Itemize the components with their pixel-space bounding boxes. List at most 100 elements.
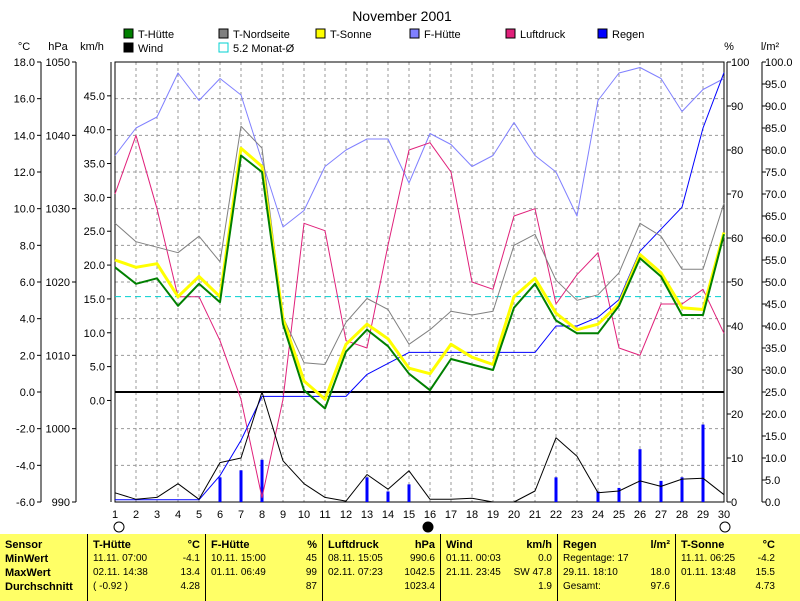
wind-avg: 1.9 [538, 581, 552, 592]
tick-label-temp: 2.0 [20, 350, 35, 362]
regen-total: 97.6 [650, 581, 670, 592]
legend-label: F-Hütte [424, 29, 461, 41]
tick-label-rain: 65.0 [765, 211, 786, 223]
statistics-table: Sensor MinWert MaxWert Durchschnitt T-Hü… [0, 534, 800, 601]
rain-bar [659, 480, 663, 502]
rain-bar [596, 491, 600, 502]
tick-label-percent: 30 [731, 365, 743, 377]
moon-phase-full-icon [113, 521, 125, 533]
tick-label-rain: 70.0 [765, 189, 786, 201]
luftdruck-unit: hPa [414, 539, 435, 551]
tick-label-rain: 80.0 [765, 145, 786, 157]
f-huette-max-time: 01.11. 06:49 [211, 567, 266, 578]
tick-label-day: 6 [217, 509, 223, 521]
tick-label-day: 29 [697, 509, 709, 521]
tick-label-rain: 40.0 [765, 321, 786, 333]
tick-label-wind: 20.0 [84, 260, 105, 272]
tick-label-day: 12 [340, 509, 352, 521]
rain-bar [407, 484, 411, 502]
regen-days: Regentage: 17 [563, 553, 629, 564]
legend-label: Wind [138, 43, 163, 55]
tick-label-rain: 50.0 [765, 277, 786, 289]
plot-border [114, 61, 725, 503]
unit-rain: l/m² [761, 41, 780, 53]
axis-unit-labels: °C hPa km/h% l/m² [18, 41, 780, 53]
tick-label-day: 27 [655, 509, 667, 521]
wind-header: Wind [446, 539, 473, 551]
tick-label-pressure: 1000 [46, 424, 70, 436]
t-huette-avg: 4.28 [180, 581, 200, 592]
t-sonne-avg: 4.73 [755, 581, 775, 592]
rain-bar [554, 477, 558, 502]
series-wind [114, 391, 725, 503]
t-sonne-min: -4.2 [757, 553, 775, 564]
regen-header: Regen [563, 539, 597, 551]
t-huette-unit: °C [187, 539, 200, 551]
tick-label-rain: 100.0 [765, 57, 793, 69]
tick-label-temp: 12.0 [14, 167, 35, 179]
tick-label-percent: 100 [731, 57, 749, 69]
unit-percent: % [724, 41, 734, 53]
rain-bar [386, 491, 390, 502]
tick-label-rain: 15.0 [765, 431, 786, 443]
legend: T-Hütte T-Nordseite T-Sonne F-Hütte Luftdruc… [123, 28, 644, 55]
tick-label-pressure: 1030 [46, 204, 70, 216]
t-huette-max-time: 02.11. 14:38 [93, 567, 148, 578]
stats-t-huette-column: T-Hütte °C 11.11. 07:00 -4.1 02.11. 14:38 1… [87, 534, 205, 601]
chart-title: November 2001 [352, 8, 452, 24]
rain-bar [218, 477, 222, 502]
tick-label-day: 7 [238, 509, 244, 521]
tick-label-percent: 90 [731, 101, 743, 113]
rain-bar [260, 459, 264, 502]
rain-bar [638, 449, 642, 502]
stats-luftdruck-column: Luftdruck hPa 08.11. 15:05 990.6 02.11. 07… [322, 534, 440, 601]
weather-chart: November 2001 T-Hütte T-Nordseite T-Sonne F… [13, 8, 793, 533]
tick-label-rain: 0.0 [765, 497, 780, 509]
f-huette-unit: % [307, 539, 317, 551]
tick-label-day: 1 [112, 509, 118, 521]
tick-label-temp: 6.0 [20, 277, 35, 289]
legend-label: Luftdruck [520, 29, 566, 41]
sensor-header: Sensor [5, 539, 43, 551]
tick-label-percent: 40 [731, 321, 743, 333]
tick-label-percent: 20 [731, 409, 743, 421]
luftdruck-max-time: 02.11. 07:23 [328, 567, 383, 578]
max-label: MaxWert [5, 567, 51, 579]
tick-label-day: 4 [175, 509, 181, 521]
tick-label-day: 18 [466, 509, 478, 521]
tick-label-day: 20 [508, 509, 520, 521]
tick-label-percent: 80 [731, 145, 743, 157]
legend-swatch [123, 42, 134, 53]
stats-f-huette-column: F-Hütte% 10.11. 15:00 45 01.11. 06:49 99 8… [205, 534, 322, 601]
legend-label: Regen [612, 29, 644, 41]
tick-label-rain: 25.0 [765, 387, 786, 399]
avg-label: Durchschnitt [5, 581, 73, 593]
f-huette-min-time: 10.11. 15:00 [211, 553, 266, 564]
stats-regen-column: Regen l/m² Regentage: 17 29.11. 18:10 18.0… [557, 534, 675, 601]
luftdruck-max: 1042.5 [404, 567, 435, 578]
legend-swatch [123, 28, 134, 39]
f-huette-header: F-Hütte [211, 539, 250, 551]
wind-max-time: 21.11. 23:45 [446, 567, 501, 578]
tick-label-wind: 5.0 [90, 362, 105, 374]
tick-label-day: 30 [718, 509, 730, 521]
wind-max-dir: SW [513, 567, 530, 578]
regen-total-label: Gesamt: [563, 581, 601, 592]
tick-label-rain: 85.0 [765, 123, 786, 135]
legend-swatch [315, 28, 326, 39]
series-t-huette [114, 154, 725, 410]
tick-label-rain: 20.0 [765, 409, 786, 421]
regen-max: 18.0 [650, 567, 670, 578]
tick-label-wind: 25.0 [84, 226, 105, 238]
x-axis: 1 2 3 4 5 6 7 8 9 10 11 12 13 14 15 16 17 18 19 20 21 22 23 24 2… [112, 509, 731, 533]
legend-label: T-Nordseite [233, 29, 290, 41]
rain-bar [701, 424, 705, 502]
legend-swatch [218, 28, 229, 39]
tick-label-temp: 18.0 [14, 57, 35, 69]
tick-label-percent: 10 [731, 453, 743, 465]
tick-label-wind: 40.0 [84, 125, 105, 137]
unit-wind: km/h [80, 41, 104, 53]
tick-label-rain: 5.0 [765, 475, 780, 487]
rain-bar [239, 470, 243, 502]
tick-label-rain: 30.0 [765, 365, 786, 377]
